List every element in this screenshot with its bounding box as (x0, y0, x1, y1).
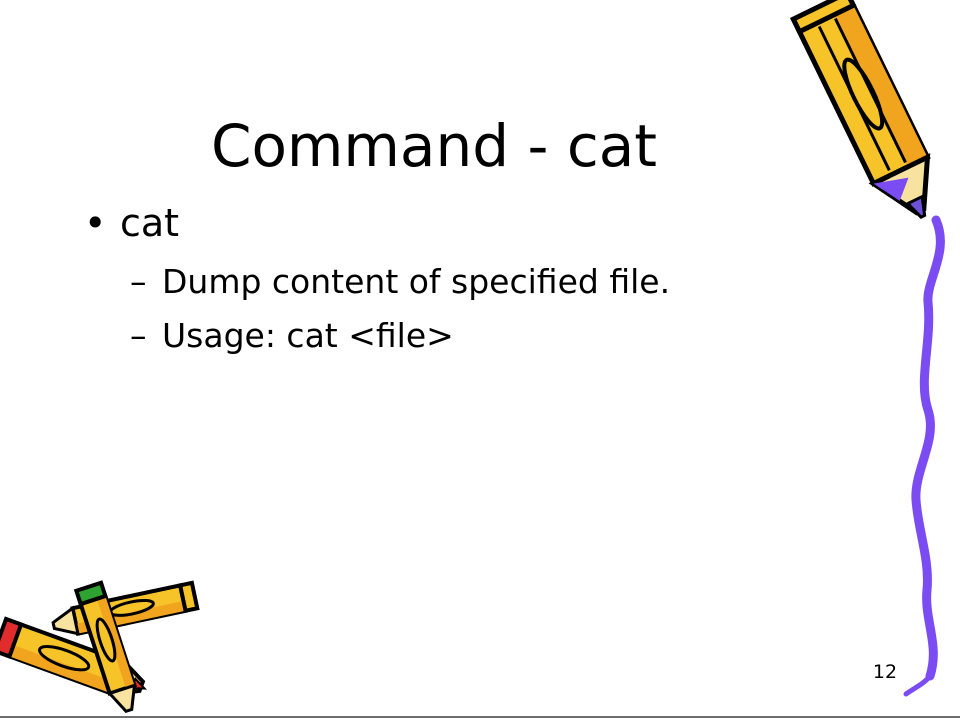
page-number: 12 (872, 661, 898, 683)
bullet-text: cat (120, 201, 180, 245)
bottom-divider (0, 716, 960, 718)
sub-bullet-text: Usage: cat <file> (162, 316, 454, 355)
sub-bullet-item: – Usage: cat <file> (130, 313, 454, 359)
pencil-icon (789, 0, 931, 219)
sub-bullet-marker: – (130, 316, 147, 355)
wavy-border (912, 220, 960, 690)
bullet-item: • cat (84, 196, 179, 250)
slide-title: Command - cat (210, 112, 658, 180)
bullet-marker: • (84, 201, 107, 245)
sub-bullet-marker: – (130, 262, 147, 301)
sub-bullet-text: Dump content of specified file. (162, 262, 671, 301)
sub-bullet-item: – Dump content of specified file. (130, 259, 670, 305)
wavy-border-line (911, 215, 945, 681)
crossed-pencils-icon (0, 580, 200, 714)
